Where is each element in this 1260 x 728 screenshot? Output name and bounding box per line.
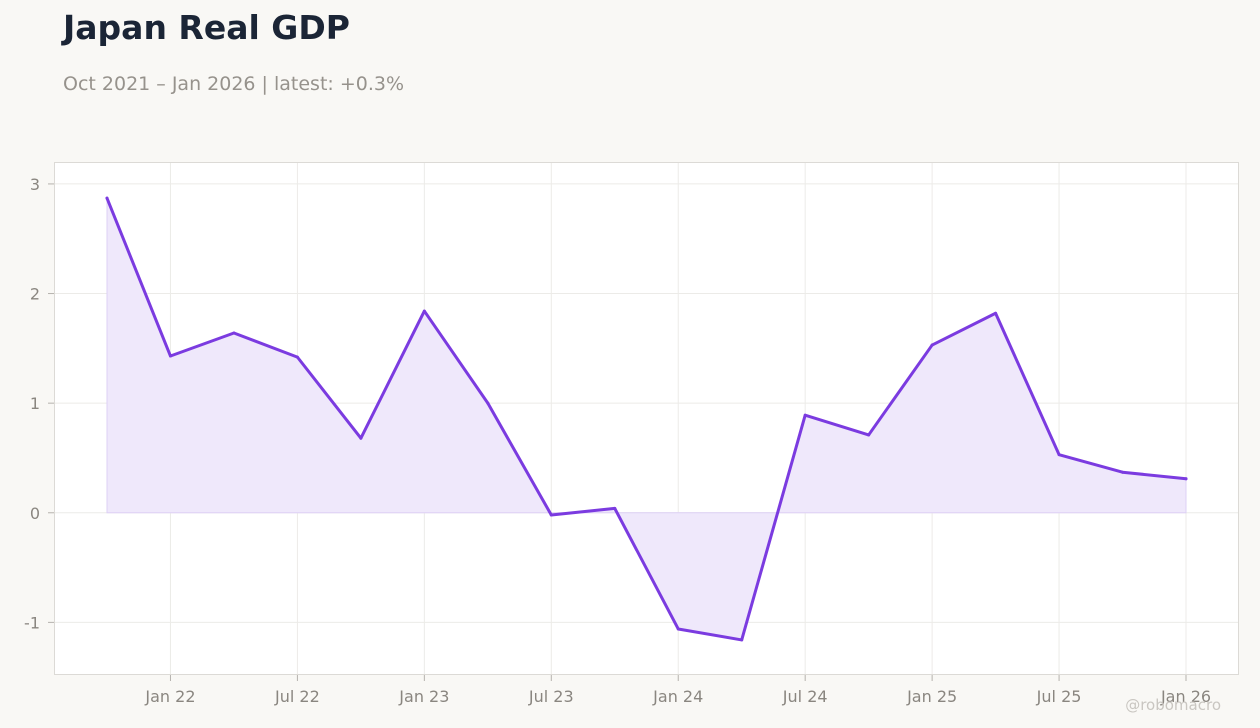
plot-frame xyxy=(54,162,1239,675)
data-points xyxy=(105,196,1188,642)
data-point xyxy=(422,309,426,313)
x-tick-label: Jul 24 xyxy=(782,687,828,706)
x-tick-label: Jan 26 xyxy=(1160,687,1211,706)
x-tick-label: Jan 25 xyxy=(906,687,957,706)
data-point xyxy=(930,343,934,347)
y-tick-label: 1 xyxy=(30,394,40,413)
data-point xyxy=(1057,453,1061,457)
data-point xyxy=(486,401,490,405)
data-point xyxy=(994,311,998,315)
chart-title: Japan Real GDP xyxy=(63,8,350,47)
y-axis: 3 2 1 0 -1 xyxy=(24,175,54,632)
data-point xyxy=(867,433,871,437)
x-tick-label: Jul 23 xyxy=(528,687,574,706)
y-tick-label: 0 xyxy=(30,504,40,523)
data-point xyxy=(549,513,553,517)
series-line xyxy=(105,196,1188,642)
data-point xyxy=(359,436,363,440)
y-tick-label: 3 xyxy=(30,175,40,194)
data-point xyxy=(168,354,172,358)
x-tick-label: Jan 22 xyxy=(144,687,195,706)
chart-subtitle: Oct 2021 – Jan 2026 | latest: +0.3% xyxy=(63,73,405,95)
data-point xyxy=(232,331,236,335)
x-tick-label: Jan 23 xyxy=(398,687,449,706)
x-axis: Jan 22 Jul 22 Jan 23 Jul 23 Jan 24 Jul 24 Jan … xyxy=(144,675,1211,706)
data-point xyxy=(613,506,617,510)
watermark: @robomacro xyxy=(1125,696,1221,714)
x-tick-label: Jul 25 xyxy=(1036,687,1082,706)
x-tick-label: Jul 22 xyxy=(274,687,320,706)
data-point xyxy=(803,413,807,417)
x-tick-label: Jan 24 xyxy=(652,687,703,706)
y-tick-label: -1 xyxy=(24,613,40,632)
data-point xyxy=(1184,477,1188,481)
data-point xyxy=(676,627,680,631)
data-point xyxy=(1121,470,1125,474)
data-point xyxy=(740,638,744,642)
y-tick-label: 2 xyxy=(30,285,40,304)
data-point xyxy=(105,196,109,200)
data-point xyxy=(295,355,299,359)
